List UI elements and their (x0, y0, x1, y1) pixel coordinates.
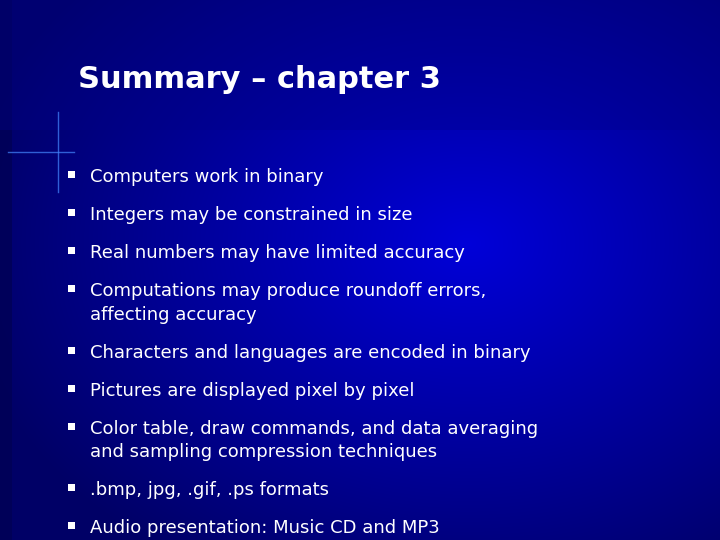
Bar (68, 384, 75, 391)
Text: Audio presentation: Music CD and MP3: Audio presentation: Music CD and MP3 (90, 519, 440, 537)
Text: affecting accuracy: affecting accuracy (90, 306, 256, 323)
Bar (0, 0, 12, 540)
Text: Computations may produce roundoff errors,: Computations may produce roundoff errors… (90, 282, 486, 300)
Text: Characters and languages are encoded in binary: Characters and languages are encoded in … (90, 343, 531, 362)
Bar (68, 171, 75, 178)
Bar (68, 423, 75, 429)
Text: Real numbers may have limited accuracy: Real numbers may have limited accuracy (90, 244, 465, 262)
Text: Computers work in binary: Computers work in binary (90, 168, 323, 186)
Bar (68, 247, 75, 254)
Text: Color table, draw commands, and data averaging: Color table, draw commands, and data ave… (90, 420, 538, 437)
Bar (68, 209, 75, 216)
Text: Summary – chapter 3: Summary – chapter 3 (78, 65, 441, 94)
Text: Pictures are displayed pixel by pixel: Pictures are displayed pixel by pixel (90, 382, 415, 400)
Bar (68, 285, 75, 292)
Bar (68, 347, 75, 354)
Text: Integers may be constrained in size: Integers may be constrained in size (90, 206, 413, 224)
Bar (68, 484, 75, 491)
Text: and sampling compression techniques: and sampling compression techniques (90, 443, 437, 461)
Bar (0, 0, 720, 130)
Text: .bmp, jpg, .gif, .ps formats: .bmp, jpg, .gif, .ps formats (90, 481, 329, 499)
Bar (68, 522, 75, 529)
